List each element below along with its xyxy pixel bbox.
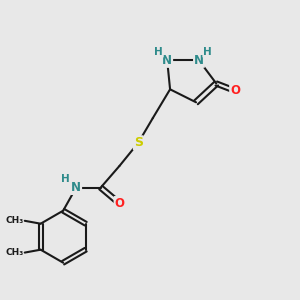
Text: O: O xyxy=(115,197,124,210)
Text: N: N xyxy=(71,181,81,194)
Text: H: H xyxy=(203,47,212,57)
Text: N: N xyxy=(194,54,204,67)
Text: N: N xyxy=(162,54,172,67)
Text: O: O xyxy=(230,84,240,97)
Text: H: H xyxy=(61,174,70,184)
Text: S: S xyxy=(134,136,143,149)
Text: CH₃: CH₃ xyxy=(5,216,23,225)
Text: H: H xyxy=(154,47,163,57)
Text: CH₃: CH₃ xyxy=(5,248,23,257)
